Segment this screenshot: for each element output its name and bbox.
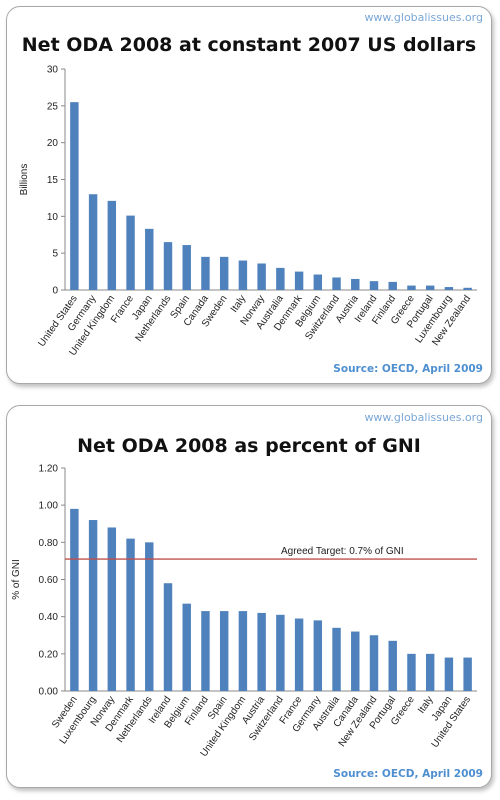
bar bbox=[88, 194, 98, 290]
bar bbox=[182, 603, 191, 691]
target-annotation: Agreed Target: 0.7% of GNI bbox=[281, 546, 404, 557]
y-tick-label: 0 bbox=[52, 286, 58, 297]
bar bbox=[88, 520, 98, 691]
bar bbox=[182, 245, 191, 290]
bar bbox=[332, 277, 341, 290]
bar bbox=[145, 542, 154, 691]
bar bbox=[294, 618, 304, 691]
y-tick-label: 1.20 bbox=[39, 464, 59, 475]
bar bbox=[70, 508, 79, 691]
bar bbox=[107, 200, 117, 290]
bar bbox=[238, 611, 248, 691]
bar bbox=[201, 256, 210, 290]
y-tick-label: 25 bbox=[47, 101, 59, 112]
bar bbox=[444, 657, 454, 691]
bar bbox=[369, 281, 379, 290]
bar bbox=[294, 271, 304, 290]
bar bbox=[444, 287, 454, 290]
bar bbox=[425, 653, 435, 691]
bar bbox=[126, 538, 135, 691]
bar bbox=[369, 635, 379, 691]
bar bbox=[313, 274, 323, 290]
chart-title: Net ODA 2008 at constant 2007 US dollars bbox=[22, 34, 476, 56]
bar bbox=[388, 281, 397, 290]
y-tick-label: 0.40 bbox=[39, 612, 59, 623]
bar bbox=[332, 627, 341, 691]
y-tick-label: 1.00 bbox=[39, 501, 59, 512]
bar bbox=[163, 583, 173, 691]
bar bbox=[351, 278, 360, 290]
bar bbox=[313, 620, 323, 691]
bar bbox=[388, 640, 397, 691]
chart-panel-oda-gni: www.globalissues.org Net ODA 2008 as perc… bbox=[6, 405, 492, 788]
bar bbox=[163, 242, 173, 290]
y-tick-label: 5 bbox=[52, 249, 58, 260]
chart-panel-oda-dollars: www.globalissues.org Net ODA 2008 at cons… bbox=[6, 6, 492, 384]
bar bbox=[107, 527, 117, 691]
y-tick-label: 10 bbox=[47, 212, 59, 223]
bar bbox=[70, 102, 79, 291]
y-tick-label: 15 bbox=[47, 175, 59, 186]
bar bbox=[276, 614, 285, 691]
bar bbox=[219, 256, 229, 290]
bar bbox=[407, 653, 416, 691]
chart-oda-gni: www.globalissues.org Net ODA 2008 as perc… bbox=[11, 411, 483, 780]
source-note: Source: OECD, April 2009 bbox=[333, 363, 483, 375]
bar bbox=[463, 287, 472, 290]
bar bbox=[463, 657, 472, 691]
chart-oda-dollars: www.globalissues.org Net ODA 2008 at cons… bbox=[19, 11, 483, 375]
bar bbox=[351, 631, 360, 691]
source-note: Source: OECD, April 2009 bbox=[333, 768, 483, 780]
bar bbox=[425, 285, 435, 290]
bar bbox=[276, 267, 285, 290]
y-tick-label: 0.80 bbox=[39, 538, 59, 549]
chart-title: Net ODA 2008 as percent of GNI bbox=[77, 435, 421, 457]
y-tick-label: 0.20 bbox=[39, 649, 59, 660]
y-axis-label: % of GNI bbox=[11, 559, 22, 600]
watermark-text: www.globalissues.org bbox=[364, 11, 483, 24]
bar bbox=[238, 260, 248, 290]
bar bbox=[126, 215, 135, 290]
y-tick-label: 0.00 bbox=[39, 687, 59, 698]
y-tick-label: 30 bbox=[47, 65, 59, 76]
bar bbox=[407, 285, 416, 290]
bar bbox=[219, 611, 229, 691]
bar bbox=[145, 228, 154, 290]
bar bbox=[257, 612, 266, 691]
bar bbox=[257, 263, 266, 290]
y-tick-label: 20 bbox=[47, 138, 59, 149]
bar bbox=[201, 611, 210, 691]
y-axis-label: Billions bbox=[19, 164, 30, 196]
y-tick-label: 0.60 bbox=[39, 575, 59, 586]
watermark-text: www.globalissues.org bbox=[364, 411, 483, 424]
